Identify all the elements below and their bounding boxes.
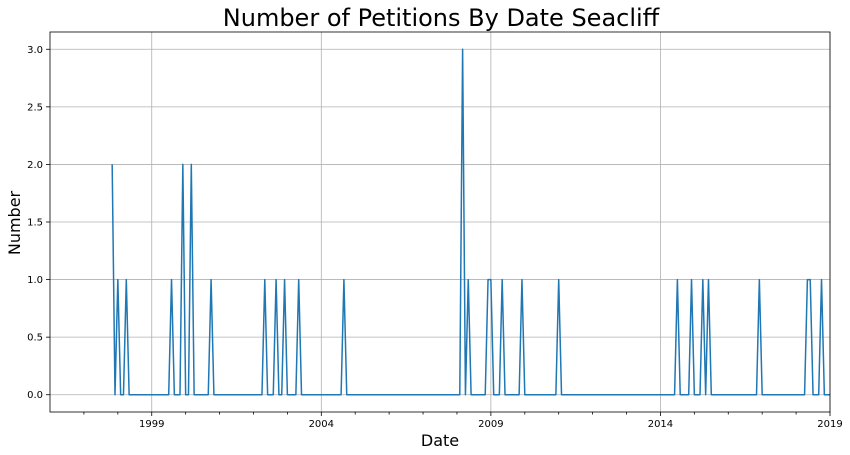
x-tick-label: 2009 — [478, 419, 503, 430]
x-tick-label: 1999 — [139, 419, 164, 430]
y-tick-label: 0.0 — [27, 390, 43, 401]
grid — [50, 32, 831, 412]
x-tick-label: 2004 — [309, 419, 334, 430]
x-axis-label: Date — [421, 431, 459, 450]
y-tick-label: 2.0 — [27, 160, 43, 171]
y-tick-label: 2.5 — [27, 102, 43, 113]
y-tick-label: 0.5 — [27, 333, 43, 344]
chart-title: Number of Petitions By Date Seacliff — [223, 4, 660, 32]
plot-frame — [49, 31, 831, 413]
y-tick-label: 1.5 — [27, 218, 43, 229]
x-tick-label: 2014 — [648, 419, 673, 430]
series-layer — [111, 48, 830, 396]
y-axis-label: Number — [5, 190, 24, 255]
axis-ticks: 0.0 0.5 1.0 1.5 2.0 2.5 3.0 1999 2004 2009 2014 201… — [27, 45, 843, 430]
x-tick-label: 2019 — [817, 419, 842, 430]
y-tick-label: 1.0 — [27, 275, 43, 286]
series-line — [111, 48, 830, 396]
y-tick-label: 3.0 — [27, 45, 43, 56]
